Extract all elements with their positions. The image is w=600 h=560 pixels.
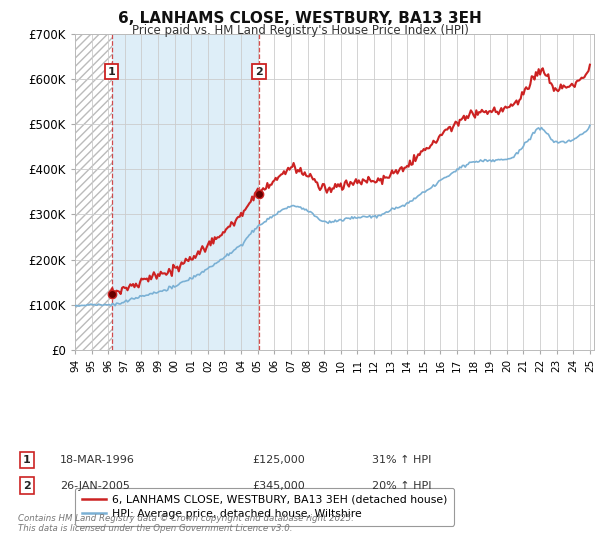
Text: 1: 1 <box>23 455 31 465</box>
Text: 20% ↑ HPI: 20% ↑ HPI <box>372 480 431 491</box>
Text: Price paid vs. HM Land Registry's House Price Index (HPI): Price paid vs. HM Land Registry's House … <box>131 24 469 37</box>
Bar <box>75 34 112 350</box>
Text: 2: 2 <box>23 480 31 491</box>
Bar <box>112 34 259 350</box>
Text: 2: 2 <box>255 67 263 77</box>
Text: £125,000: £125,000 <box>252 455 305 465</box>
Text: 6, LANHAMS CLOSE, WESTBURY, BA13 3EH: 6, LANHAMS CLOSE, WESTBURY, BA13 3EH <box>118 11 482 26</box>
Legend: 6, LANHAMS CLOSE, WESTBURY, BA13 3EH (detached house), HPI: Average price, detac: 6, LANHAMS CLOSE, WESTBURY, BA13 3EH (de… <box>75 488 454 526</box>
Text: Contains HM Land Registry data © Crown copyright and database right 2025.
This d: Contains HM Land Registry data © Crown c… <box>18 514 354 534</box>
Text: 31% ↑ HPI: 31% ↑ HPI <box>372 455 431 465</box>
Text: 1: 1 <box>108 67 116 77</box>
Text: 18-MAR-1996: 18-MAR-1996 <box>60 455 135 465</box>
Text: 26-JAN-2005: 26-JAN-2005 <box>60 480 130 491</box>
Text: £345,000: £345,000 <box>252 480 305 491</box>
